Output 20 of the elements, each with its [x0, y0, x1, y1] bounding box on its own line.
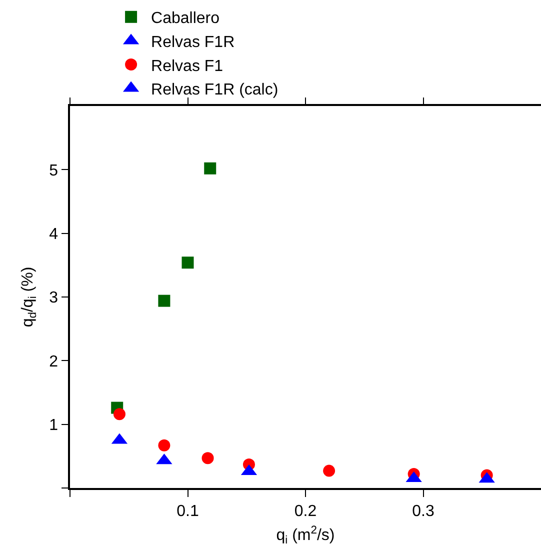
point [158, 294, 170, 307]
point [323, 464, 336, 477]
x-tick-label: 0.3 [412, 502, 434, 520]
x-tick-label: 0.1 [176, 502, 199, 520]
y-tick-label: 1 [49, 416, 58, 434]
legend-label: Relvas F1R [151, 34, 235, 51]
x-tick-label: 0.2 [294, 502, 317, 520]
legend-label: Caballero [151, 10, 220, 28]
point [202, 452, 214, 464]
point [204, 162, 216, 174]
x-axis-title: q$_{i}$ (m$^{2}$/s) [276, 524, 335, 547]
legend-label: Relvas F1 [151, 58, 224, 75]
y-tick-label: 3 [49, 290, 58, 307]
point [158, 439, 170, 452]
legend-label: Relvas F1R (calc) [151, 82, 278, 99]
point [113, 408, 126, 420]
y-tick-label: 5 [49, 162, 58, 180]
y-tick-label: 2 [49, 353, 58, 370]
y-tick-label: 4 [49, 226, 58, 243]
point [182, 256, 194, 269]
